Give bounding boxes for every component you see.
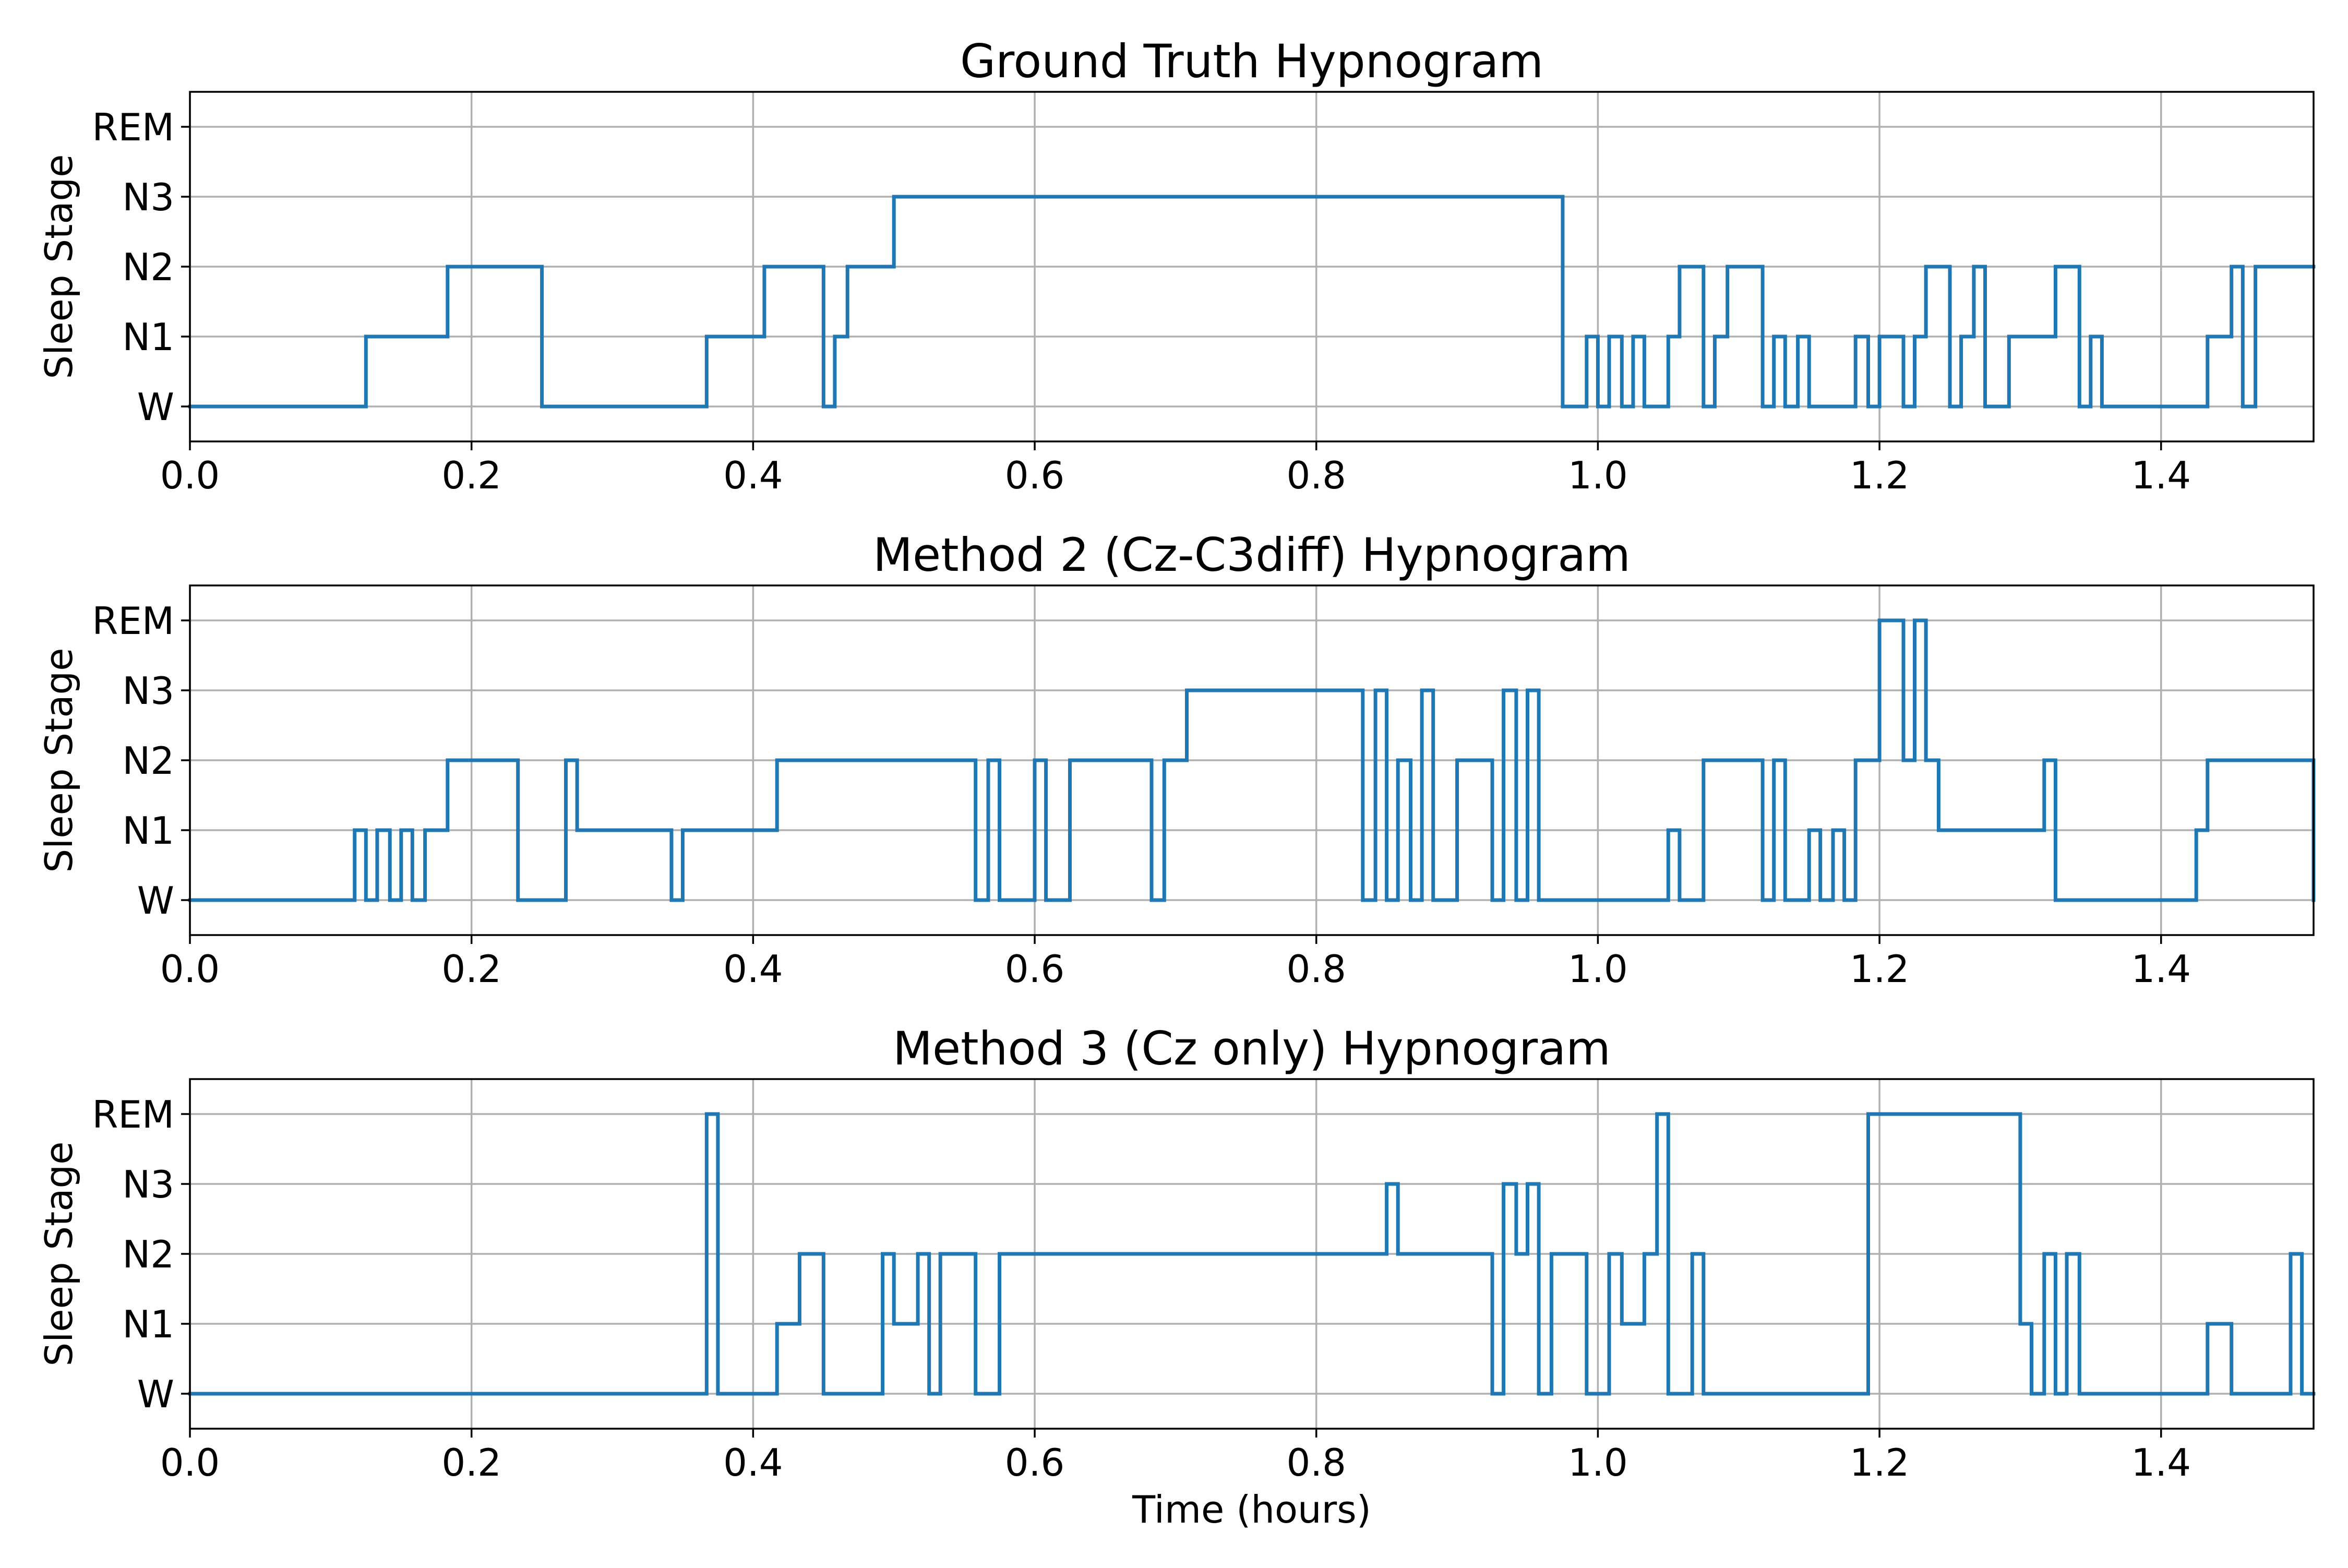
- panel-1-xtick-label-1: 0.2: [441, 453, 501, 497]
- panel-3-ytick-label-4: REM: [92, 1093, 174, 1136]
- panel-2-xtick-label-5: 1.0: [1568, 947, 1628, 991]
- panel-2-ytick-label-4: REM: [92, 599, 174, 643]
- panel-1-xtick-label-2: 0.4: [723, 453, 783, 497]
- panel-3-xtick-label-3: 0.6: [1005, 1441, 1065, 1485]
- panel-2-ytick-label-2: N2: [122, 739, 174, 783]
- panel-3-xtick-label-6: 1.2: [1850, 1441, 1910, 1485]
- panel-1-ytick-label-2: N2: [122, 245, 174, 289]
- panel-2-xtick-label-7: 1.4: [2131, 947, 2191, 991]
- panel-2-xtick-label-0: 0.0: [160, 947, 220, 991]
- panel-2-ytick-label-1: N1: [122, 809, 174, 853]
- panel-3-xlabel: Time (hours): [1132, 1488, 1371, 1531]
- panel-2-xtick-label-6: 1.2: [1850, 947, 1910, 991]
- panel-2-xtick-label-3: 0.6: [1005, 947, 1065, 991]
- panel-1-xtick-label-3: 0.6: [1005, 453, 1065, 497]
- panel-3-xtick-label-0: 0.0: [160, 1441, 220, 1485]
- panel-1-ytick-label-3: N3: [122, 175, 174, 219]
- panel-3-xtick-label-1: 0.2: [441, 1441, 501, 1485]
- panel-2-xtick-label-4: 0.8: [1286, 947, 1346, 991]
- panel-3-ytick-label-2: N2: [122, 1232, 174, 1276]
- panel-1-xtick-label-6: 1.2: [1850, 453, 1910, 497]
- panel-1-xtick-label-7: 1.4: [2131, 453, 2191, 497]
- panel-2-ytick-label-3: N3: [122, 669, 174, 713]
- panel-1-ytick-label-4: REM: [92, 105, 174, 149]
- panel-3-series-line-0: [188, 1112, 2316, 1396]
- panel-2-series-line-0: [188, 618, 2316, 902]
- panel-1-xtick-label-0: 0.0: [160, 453, 220, 497]
- panel-1-series-line-0: [188, 195, 2316, 409]
- panel-1-ytick-label-0: W: [137, 385, 174, 429]
- panel-3-xtick-label-5: 1.0: [1568, 1441, 1628, 1485]
- panel-2-title: Method 2 (Cz-C3diff) Hypnogram: [873, 528, 1631, 582]
- panel-3-xtick-label-4: 0.8: [1286, 1441, 1346, 1485]
- panel-2-xtick-label-1: 0.2: [441, 947, 501, 991]
- panel-3-xtick-label-2: 0.4: [723, 1441, 783, 1485]
- panel-3-ytick-label-1: N1: [122, 1302, 174, 1346]
- panel-1-xtick-label-4: 0.8: [1286, 453, 1346, 497]
- panel-3-ylabel: Sleep Stage: [37, 1142, 81, 1367]
- panel-3-ytick-label-3: N3: [122, 1163, 174, 1206]
- panel-1-ylabel: Sleep Stage: [37, 154, 81, 379]
- panel-3-ytick-label-0: W: [137, 1372, 174, 1416]
- panel-2-ylabel: Sleep Stage: [37, 648, 81, 873]
- panel-3-title: Method 3 (Cz only) Hypnogram: [893, 1022, 1611, 1075]
- panel-2-ytick-label-0: W: [137, 879, 174, 923]
- panel-1-title: Ground Truth Hypnogram: [960, 34, 1543, 88]
- panel-2-xtick-label-2: 0.4: [723, 947, 783, 991]
- panel-1-ytick-label-1: N1: [122, 315, 174, 359]
- panel-3-xtick-label-7: 1.4: [2131, 1441, 2191, 1485]
- panel-1-xtick-label-5: 1.0: [1568, 453, 1628, 497]
